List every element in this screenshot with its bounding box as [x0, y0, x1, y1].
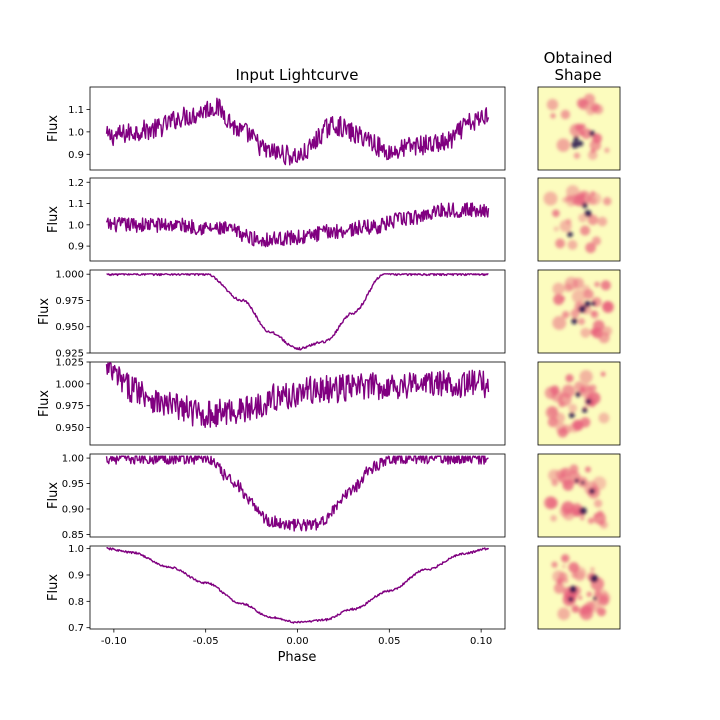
y-tick-label: 1.000	[55, 270, 84, 281]
y-tick-label: 0.8	[68, 597, 84, 608]
left-title: Input Lightcurve	[235, 66, 358, 84]
plot-frame	[89, 269, 506, 354]
flux-series-line	[106, 273, 489, 351]
shape-frame	[537, 453, 621, 538]
lightcurve-panel-5: 0.85 0.90 0.95 1.00 Flux	[46, 454, 506, 541]
shape-panel-3	[537, 269, 621, 354]
shape-panel-6	[537, 545, 621, 630]
x-axis-label: Phase	[278, 650, 317, 665]
y-axis-label: Flux	[46, 574, 61, 601]
x-tick-label: -0.05	[193, 636, 219, 647]
flux-series-line	[105, 362, 490, 429]
y-axis-label: Flux	[37, 298, 52, 325]
shape-blobs	[544, 464, 608, 529]
y-tick-label: 0.975	[55, 401, 84, 412]
y-tick-label: 1.000	[55, 379, 84, 390]
x-tick-label: 0.00	[286, 636, 308, 647]
y-tick-label: 1.2	[68, 178, 84, 189]
lightcurve-panel-1: 0.9 1.0 1.1 Flux	[46, 86, 506, 171]
lightcurve-panel-4: 0.950 0.975 1.000 1.025 Flux	[37, 358, 506, 446]
shape-blobs	[544, 370, 610, 438]
y-tick-label: 0.7	[68, 623, 84, 634]
plot-frame	[89, 545, 506, 630]
y-tick-label: 1.0	[68, 544, 84, 555]
y-tick-label: 0.9	[68, 150, 84, 161]
lightcurve-panel-6: 0.7 0.8 0.9 1.0 Flux	[46, 544, 506, 634]
right-title-line2: Shape	[555, 66, 602, 84]
y-tick-label: 1.00	[62, 454, 84, 465]
y-tick-label: 0.975	[55, 296, 84, 307]
shape-panel-1	[537, 86, 621, 171]
right-title-line1: Obtained	[544, 49, 613, 67]
flux-series-line	[105, 455, 489, 532]
x-tick-label: 0.05	[378, 636, 400, 647]
y-axis-label: Flux	[46, 206, 61, 233]
shape-frame	[537, 177, 621, 262]
x-tick-label: -0.10	[101, 636, 127, 647]
shape-frame	[537, 545, 621, 630]
shape-blobs	[552, 276, 614, 344]
y-tick-label: 1.0	[68, 220, 84, 231]
y-tick-label: 0.950	[55, 322, 84, 333]
y-tick-label: 0.950	[55, 423, 84, 434]
y-axis-label: Flux	[37, 390, 52, 417]
y-tick-label: 0.925	[55, 349, 84, 360]
shape-frame	[537, 86, 621, 171]
y-axis-label: Flux	[46, 115, 61, 142]
y-axis-label: Flux	[46, 482, 61, 509]
shape-panel-5	[537, 453, 621, 538]
shape-background	[538, 362, 620, 445]
y-tick-label: 0.95	[62, 479, 84, 490]
y-tick-label: 1.0	[68, 127, 84, 138]
lightcurve-panel-2: 0.9 1.0 1.1 1.2 Flux	[46, 177, 506, 262]
flux-series-line	[105, 97, 490, 166]
y-tick-label: 0.9	[68, 242, 84, 253]
shape-blobs	[543, 185, 612, 254]
y-tick-label: 1.1	[68, 105, 84, 116]
shape-frame	[537, 269, 621, 354]
y-tick-label: 0.90	[62, 504, 84, 515]
y-tick-label: 1.025	[55, 358, 84, 369]
y-tick-label: 0.9	[68, 570, 84, 581]
y-tick-label: 0.85	[62, 530, 84, 541]
x-axis: -0.10 -0.05 0.00 0.05 0.10	[101, 629, 492, 647]
flux-series-line	[106, 546, 490, 624]
shape-blobs	[546, 93, 610, 160]
lightcurve-panel-3: 0.925 0.950 0.975 1.000 Flux	[37, 269, 506, 360]
y-tick-label: 1.1	[68, 199, 84, 210]
x-tick-label: 0.10	[470, 636, 492, 647]
shape-panel-4	[537, 361, 621, 446]
shape-blobs	[551, 554, 611, 621]
shape-frame	[537, 361, 621, 446]
flux-series-line	[105, 202, 490, 248]
shape-panel-2	[537, 177, 621, 262]
lightcurve-panels: 0.91.01.1Flux0.91.01.11.2Flux0.9250.9500…	[37, 86, 506, 634]
shape-panels	[537, 86, 621, 630]
